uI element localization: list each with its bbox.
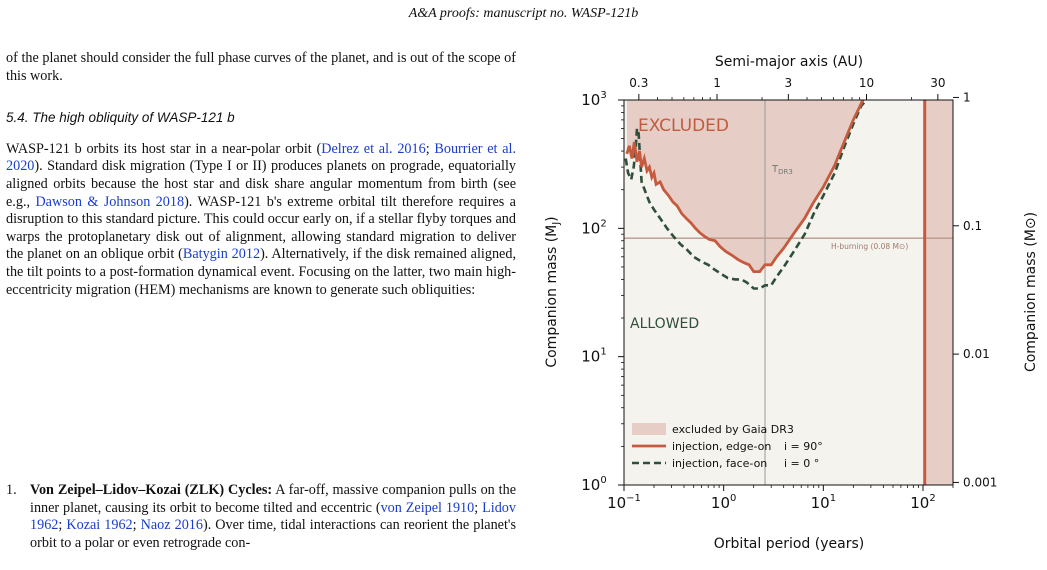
text-run: ). Alternatively, if the disk remained a… xyxy=(6,246,516,298)
y-label-sub: J xyxy=(551,222,562,226)
manuscript-id: manuscript no. WASP-121b xyxy=(483,6,639,21)
excluded-region xyxy=(626,100,863,272)
y-label-close: ) xyxy=(544,216,560,221)
y-tick-label: 102 xyxy=(581,218,606,237)
hburn-close: ) xyxy=(905,242,908,251)
right-label-sym: ⊙ xyxy=(1023,217,1039,229)
y-tick-base: 10 xyxy=(581,219,600,237)
text-run: A far-off, massive companion pulls on th… xyxy=(30,482,517,516)
x-tick-label: 10−1 xyxy=(607,493,641,512)
y-tick-exp: 1 xyxy=(600,347,606,358)
text-run: ; xyxy=(474,499,483,516)
text-run: ). Standard disk migration (Type I or II… xyxy=(6,158,516,210)
legend-label-face: injection, face-on xyxy=(672,457,767,470)
x-tick-exp: −1 xyxy=(626,493,641,504)
edge-on-curve xyxy=(625,100,865,273)
paragraph-1: of the planet should consider the full p… xyxy=(6,50,516,84)
citation-link[interactable]: Naoz 2016 xyxy=(140,517,203,534)
right-tick-label: 1 xyxy=(963,90,971,104)
excluded-region-right xyxy=(924,100,953,485)
x-tick-label: 102 xyxy=(910,493,935,512)
y-tick-label: 101 xyxy=(581,347,606,366)
y-tick-base: 10 xyxy=(581,348,600,366)
legend: excluded by Gaia DR3 injection, edge-on … xyxy=(632,423,823,470)
section-title: 5.4. The high obliquity of WASP-121 b xyxy=(6,110,235,126)
y-tick-base: 10 xyxy=(581,91,600,109)
y-label-text: Companion mass (M xyxy=(544,225,560,368)
list-item: 1. Von Zeipel–Lidov–Kozai (ZLK) Cycles: … xyxy=(6,482,516,567)
hburn-sym: ⊙ xyxy=(899,242,905,251)
right-tick-label: 0.1 xyxy=(963,219,982,233)
legend-patch xyxy=(632,423,666,435)
x-tick-label: 101 xyxy=(811,493,836,512)
top-tick-label: 3 xyxy=(785,76,793,90)
right-tick-label: 0.001 xyxy=(963,475,997,489)
hburn-annotation: H-burning (0.08 M⊙) xyxy=(831,242,908,251)
y-axis-label: Companion mass (MJ) xyxy=(544,216,562,367)
citation-link[interactable]: Bourrier et al. 2020 xyxy=(6,140,517,175)
tdr3-annotation: TDR3 xyxy=(771,164,793,176)
list-item-heading: Von Zeipel–Lidov–Kozai (ZLK) Cycles: xyxy=(30,482,273,498)
right-tick-label: 0.01 xyxy=(963,347,990,361)
top-tick-label: 0.3 xyxy=(629,76,648,90)
paragraph-2: WASP-121 b orbits its host star in a nea… xyxy=(6,141,516,299)
text-run: ; xyxy=(58,517,67,534)
y-tick-label: 103 xyxy=(581,90,606,109)
citation-link[interactable]: Dawson & Johnson 2018 xyxy=(35,193,185,210)
x-tick-exp: 0 xyxy=(730,493,736,504)
y-tick-exp: 2 xyxy=(600,218,606,229)
citation-link[interactable]: Lidov 1962 xyxy=(30,499,516,534)
x-axis-label: Orbital period (years) xyxy=(714,536,864,552)
x-tick-base: 10 xyxy=(607,494,626,512)
list-number: 1. xyxy=(6,482,17,498)
y-tick-label: 100 xyxy=(581,475,606,494)
text-run: WASP-121 b orbits its host star in a nea… xyxy=(6,140,322,157)
allowed-annotation: ALLOWED xyxy=(630,316,699,332)
running-header: A&A proofs: manuscript no. WASP-121b xyxy=(0,6,1047,22)
plot-frame xyxy=(623,99,954,486)
x-tick-exp: 2 xyxy=(929,493,935,504)
x-tick-base: 10 xyxy=(711,494,730,512)
y-tick-base: 10 xyxy=(581,476,600,494)
text-run: ). WASP-121 b's extreme orbital tilt the… xyxy=(6,193,516,263)
citation-link[interactable]: Batygin 2012 xyxy=(182,246,261,263)
column-text: of the planet should consider the full p… xyxy=(6,50,516,299)
legend-inc-edge: i = 90° xyxy=(784,440,823,453)
x-tick-base: 10 xyxy=(811,494,830,512)
citation-link[interactable]: Delrez et al. 2016 xyxy=(321,140,426,157)
legend-inc-face: i = 0 ° xyxy=(784,457,819,470)
y-tick-exp: 3 xyxy=(600,90,606,101)
top-axis-label: Semi-major axis (AU) xyxy=(715,54,863,70)
citation-link[interactable]: von Zeipel 1910 xyxy=(380,499,475,516)
x-tick-label: 100 xyxy=(711,493,736,512)
citation-link[interactable]: Kozai 1962 xyxy=(66,517,133,534)
x-tick-exp: 1 xyxy=(830,493,836,504)
top-tick-label: 1 xyxy=(713,76,721,90)
legend-label-edge: injection, edge-on xyxy=(672,440,771,453)
y-tick-exp: 0 xyxy=(600,475,606,486)
legend-label-excluded: excluded by Gaia DR3 xyxy=(672,423,794,436)
text-run: ; xyxy=(132,517,141,534)
tdr3-letter: T xyxy=(771,164,779,175)
journal-name: A&A proofs: xyxy=(408,6,480,21)
plot-area xyxy=(624,100,953,485)
top-tick-label: 10 xyxy=(859,76,874,90)
right-axis-label: Companion mass (M⊙) xyxy=(1023,212,1039,372)
top-tick-label: 30 xyxy=(930,76,945,90)
excluded-annotation: EXCLUDED xyxy=(638,116,729,136)
tdr3-sub: DR3 xyxy=(778,168,793,176)
right-label-close: ) xyxy=(1023,212,1039,217)
list-item-body: Von Zeipel–Lidov–Kozai (ZLK) Cycles: A f… xyxy=(30,482,516,552)
hburn-text: H-burning (0.08 M xyxy=(831,242,899,251)
text-run: ; xyxy=(425,140,435,157)
text-run: ). Over time, tidal interactions can reo… xyxy=(30,517,516,551)
x-tick-base: 10 xyxy=(910,494,929,512)
right-label-text: Companion mass (M xyxy=(1023,229,1039,372)
